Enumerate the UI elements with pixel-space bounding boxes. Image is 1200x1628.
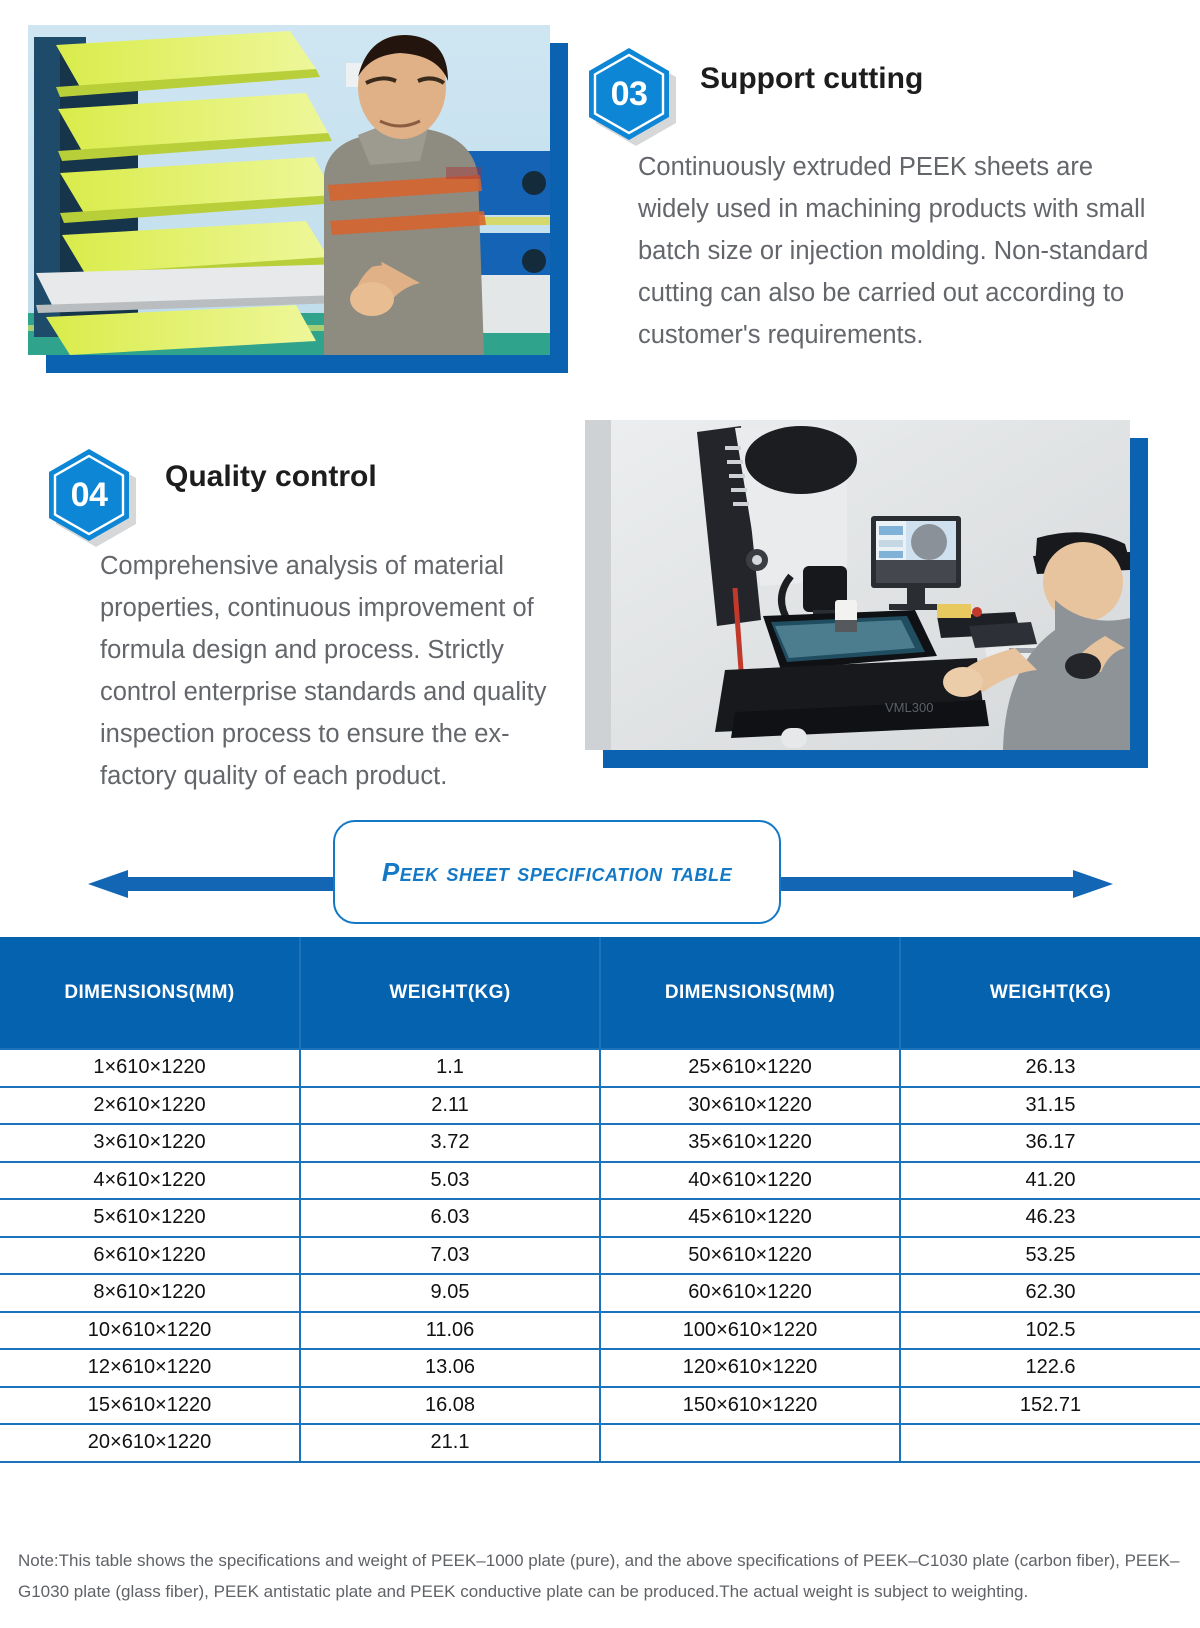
table-row: 20×610×1220 21.1 (0, 1423, 1200, 1463)
arrow-left-icon (88, 870, 388, 898)
cell-dimensions-1: 12×610×1220 (0, 1348, 301, 1388)
column-header-dimensions-2: DIMENSIONS(MM) (599, 937, 901, 1049)
cell-weight-1: 11.06 (299, 1310, 601, 1350)
table-row: 10×610×1220 11.06 100×610×1220 102.5 (0, 1310, 1200, 1350)
photo-support-cutting (28, 25, 550, 355)
cell-dimensions-1: 10×610×1220 (0, 1310, 301, 1350)
photo-illustration-cutting (28, 25, 550, 355)
cell-dimensions-2-empty (599, 1423, 901, 1463)
section-number: 04 (70, 475, 108, 514)
machine-model-label: VML300 (885, 700, 933, 715)
cell-weight-2: 26.13 (899, 1048, 1200, 1088)
cell-weight-2: 46.23 (899, 1198, 1200, 1238)
cell-dimensions-2: 120×610×1220 (599, 1348, 901, 1388)
section-badge-04: 04 (46, 447, 136, 547)
table-row: 2×610×1220 2.11 30×610×1220 31.15 (0, 1085, 1200, 1125)
cell-dimensions-1: 2×610×1220 (0, 1085, 301, 1125)
hexagon-icon (49, 449, 129, 541)
cell-weight-2-empty (899, 1423, 1200, 1463)
cell-dimensions-1: 3×610×1220 (0, 1123, 301, 1163)
spec-table-banner: Peek sheet specification table (0, 820, 1200, 932)
cell-weight-1: 13.06 (299, 1348, 601, 1388)
table-body: 1×610×1220 1.1 25×610×1220 26.13 2×610×1… (0, 1048, 1200, 1463)
table-row: 4×610×1220 5.03 40×610×1220 41.20 (0, 1160, 1200, 1200)
photo-illustration-qc: VML300 (585, 420, 1130, 750)
column-header-weight-2: WEIGHT(KG) (899, 937, 1200, 1049)
cell-dimensions-2: 30×610×1220 (599, 1085, 901, 1125)
cell-dimensions-1: 4×610×1220 (0, 1160, 301, 1200)
cell-dimensions-1: 5×610×1220 (0, 1198, 301, 1238)
section-body-support-cutting: Continuously extruded PEEK sheets are wi… (638, 153, 1149, 349)
column-header-weight-1: WEIGHT(KG) (299, 937, 601, 1049)
cell-weight-2: 31.15 (899, 1085, 1200, 1125)
cell-weight-1: 7.03 (299, 1235, 601, 1275)
cell-dimensions-2: 50×610×1220 (599, 1235, 901, 1275)
cell-weight-1: 6.03 (299, 1198, 601, 1238)
cell-weight-2: 36.17 (899, 1123, 1200, 1163)
banner-title-box: Peek sheet specification table (333, 820, 781, 924)
cell-dimensions-1: 20×610×1220 (0, 1423, 301, 1463)
cell-dimensions-2: 150×610×1220 (599, 1385, 901, 1425)
banner-title: Peek sheet specification table (381, 856, 733, 887)
cell-weight-1: 21.1 (299, 1423, 601, 1463)
quality-control-photo: VML300 (585, 420, 1148, 768)
section-title-quality-control: Quality control (165, 460, 377, 493)
table-row: 12×610×1220 13.06 120×610×1220 122.6 (0, 1348, 1200, 1388)
cell-weight-1: 3.72 (299, 1123, 601, 1163)
arrow-right-icon (768, 870, 1113, 898)
cell-weight-2: 152.71 (899, 1385, 1200, 1425)
section-body-quality-control: Comprehensive analysis of material prope… (100, 552, 547, 790)
table-row: 5×610×1220 6.03 45×610×1220 46.23 (0, 1198, 1200, 1238)
cell-weight-1: 1.1 (299, 1048, 601, 1088)
photo-quality-control: VML300 (585, 420, 1130, 750)
table-header-row: DIMENSIONS(MM) WEIGHT(KG) DIMENSIONS(MM)… (0, 937, 1200, 1049)
cell-dimensions-2: 25×610×1220 (599, 1048, 901, 1088)
table-row: 8×610×1220 9.05 60×610×1220 62.30 (0, 1273, 1200, 1313)
cell-weight-2: 122.6 (899, 1348, 1200, 1388)
column-header-dimensions-1: DIMENSIONS(MM) (0, 937, 301, 1049)
cell-weight-1: 2.11 (299, 1085, 601, 1125)
cell-dimensions-1: 8×610×1220 (0, 1273, 301, 1313)
cell-dimensions-2: 100×610×1220 (599, 1310, 901, 1350)
cell-dimensions-1: 6×610×1220 (0, 1235, 301, 1275)
cell-weight-1: 5.03 (299, 1160, 601, 1200)
cell-weight-2: 53.25 (899, 1235, 1200, 1275)
cell-weight-1: 9.05 (299, 1273, 601, 1313)
table-row: 6×610×1220 7.03 50×610×1220 53.25 (0, 1235, 1200, 1275)
section-title-support-cutting: Support cutting (700, 62, 924, 95)
table-note: Note:This table shows the specifications… (18, 1551, 1180, 1601)
cell-dimensions-2: 35×610×1220 (599, 1123, 901, 1163)
cell-weight-1: 16.08 (299, 1385, 601, 1425)
cell-dimensions-1: 1×610×1220 (0, 1048, 301, 1088)
cell-dimensions-2: 40×610×1220 (599, 1160, 901, 1200)
section-badge-03: 03 (586, 46, 676, 146)
peek-sheet-specification-table: DIMENSIONS(MM) WEIGHT(KG) DIMENSIONS(MM)… (0, 937, 1200, 1463)
hexagon-icon (589, 48, 669, 140)
cell-weight-2: 41.20 (899, 1160, 1200, 1200)
cell-weight-2: 62.30 (899, 1273, 1200, 1313)
cell-dimensions-2: 45×610×1220 (599, 1198, 901, 1238)
table-row: 1×610×1220 1.1 25×610×1220 26.13 (0, 1048, 1200, 1088)
cell-weight-2: 102.5 (899, 1310, 1200, 1350)
table-row: 15×610×1220 16.08 150×610×1220 152.71 (0, 1385, 1200, 1425)
table-row: 3×610×1220 3.72 35×610×1220 36.17 (0, 1123, 1200, 1163)
section-number: 03 (610, 74, 648, 113)
support-cutting-photo (28, 25, 568, 373)
cell-dimensions-1: 15×610×1220 (0, 1385, 301, 1425)
cell-dimensions-2: 60×610×1220 (599, 1273, 901, 1313)
